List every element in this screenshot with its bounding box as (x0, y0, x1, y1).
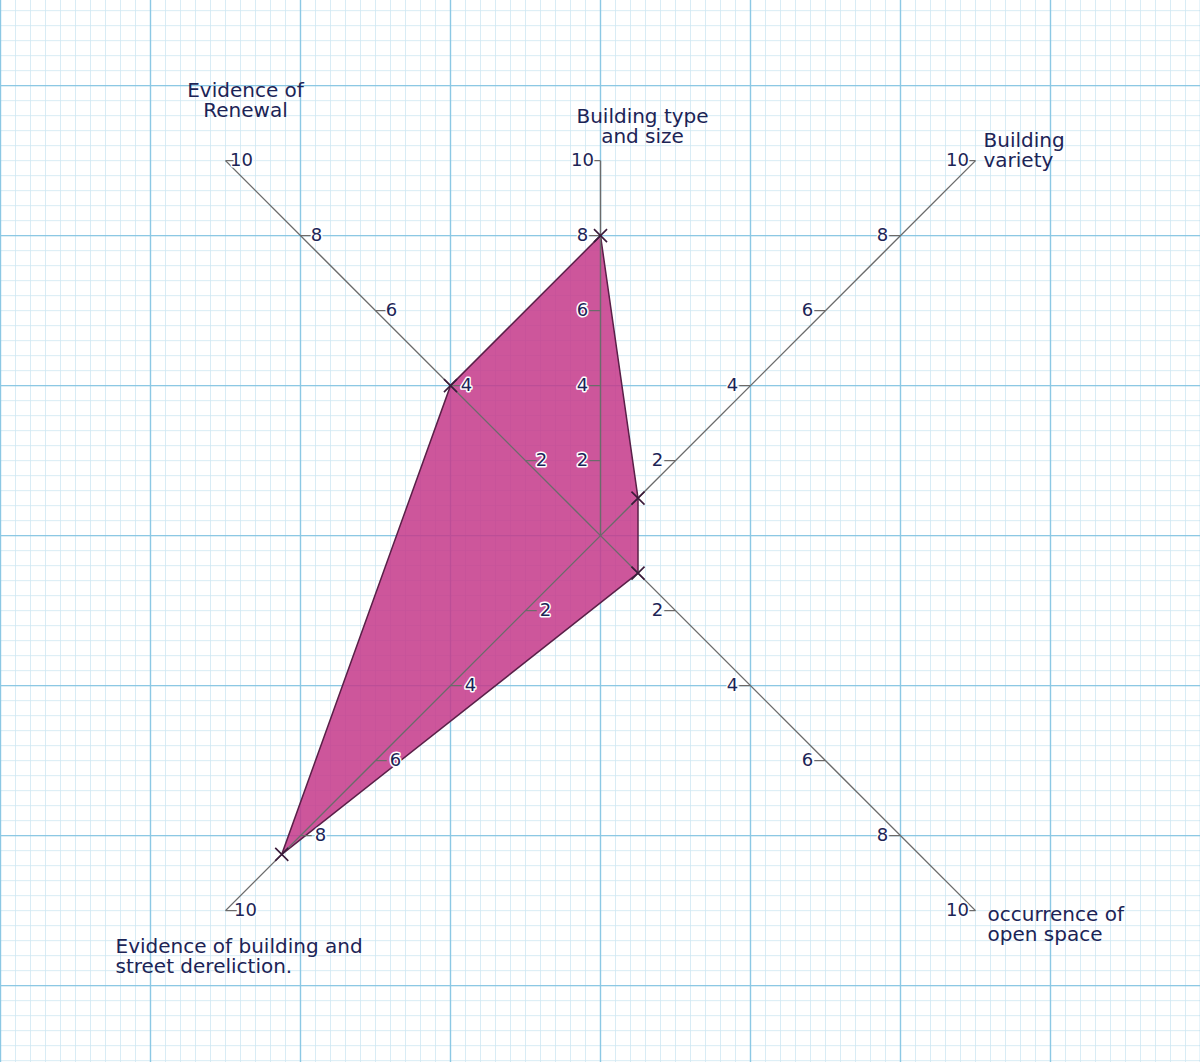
svg-text:Buildingvariety: Buildingvariety (984, 128, 1065, 172)
svg-text:8: 8 (315, 824, 326, 845)
svg-text:4: 4 (461, 374, 472, 395)
svg-text:4: 4 (577, 374, 588, 395)
svg-text:8: 8 (311, 224, 322, 245)
svg-text:10: 10 (946, 149, 969, 170)
svg-text:8: 8 (877, 224, 888, 245)
svg-text:Building typeand size: Building typeand size (576, 104, 708, 148)
svg-text:8: 8 (577, 224, 588, 245)
svg-text:2: 2 (536, 449, 547, 470)
svg-text:2: 2 (577, 449, 588, 470)
svg-text:6: 6 (802, 299, 813, 320)
svg-text:4: 4 (727, 374, 738, 395)
svg-text:occurrence ofopen space: occurrence ofopen space (988, 902, 1125, 946)
svg-text:6: 6 (386, 299, 397, 320)
svg-text:Evidence ofRenewal: Evidence ofRenewal (187, 78, 305, 122)
svg-text:10: 10 (234, 899, 257, 920)
svg-text:10: 10 (230, 149, 253, 170)
svg-text:10: 10 (946, 899, 969, 920)
svg-text:6: 6 (577, 299, 588, 320)
svg-text:2: 2 (652, 449, 663, 470)
svg-text:4: 4 (465, 674, 476, 695)
svg-text:4: 4 (727, 674, 738, 695)
svg-text:2: 2 (652, 599, 663, 620)
svg-text:8: 8 (877, 824, 888, 845)
svg-text:6: 6 (802, 749, 813, 770)
svg-text:2: 2 (540, 599, 551, 620)
svg-text:10: 10 (571, 149, 594, 170)
svg-text:6: 6 (390, 749, 401, 770)
svg-text:Evidence of building andstreet: Evidence of building andstreet derelicti… (116, 934, 363, 978)
